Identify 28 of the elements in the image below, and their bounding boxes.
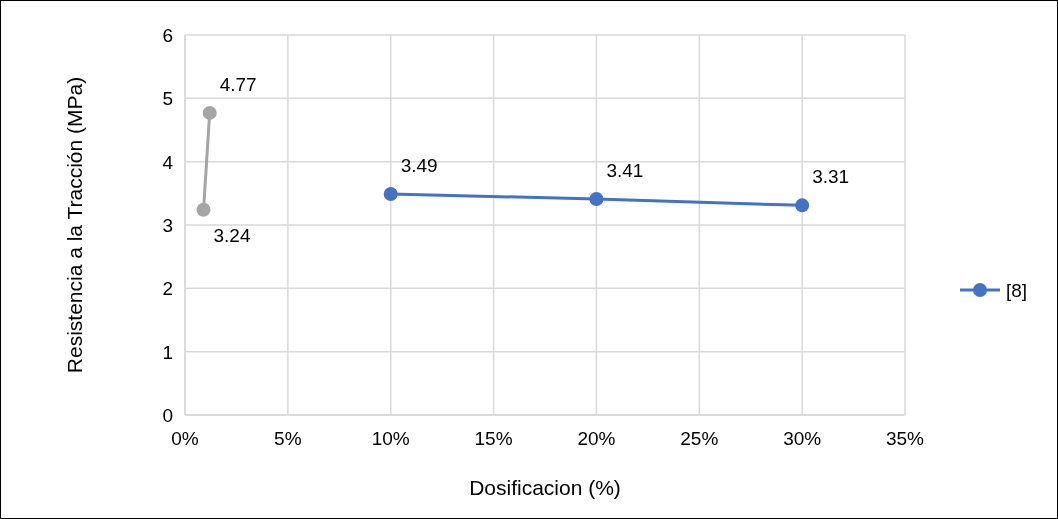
x-tick-label: 25%	[680, 428, 719, 449]
point	[383, 186, 398, 201]
x-tick-label: 0%	[171, 428, 199, 449]
x-tick-label: 10%	[371, 428, 410, 449]
y-tick-label: 4	[162, 151, 174, 173]
data-label: 3.31	[812, 166, 850, 188]
point	[196, 202, 211, 217]
y-tick-label: 0	[162, 405, 173, 426]
y-axis-title: Resistencia a la Tracción (MPa)	[63, 76, 86, 374]
point	[795, 198, 810, 213]
y-tick-label: 6	[162, 25, 173, 46]
y-tick-label: 2	[162, 278, 173, 300]
data-label: 3.41	[606, 160, 644, 182]
y-tick-label: 3	[162, 215, 173, 236]
legend-label: [8]	[1006, 280, 1028, 301]
x-tick-label: 5%	[274, 428, 302, 449]
y-tick-label: 1	[162, 341, 173, 363]
data-label: 4.77	[219, 73, 257, 95]
x-tick-label: 15%	[474, 428, 513, 449]
data-label: 3.24	[213, 224, 251, 246]
x-axis-title: Dosificacion (%)	[469, 476, 621, 499]
x-tick-label: 35%	[885, 428, 925, 449]
data-label: 3.49	[400, 154, 438, 176]
x-tick-label: 30%	[783, 428, 822, 449]
point	[589, 192, 604, 207]
y-tick-label: 5	[162, 88, 173, 110]
point	[202, 105, 217, 120]
x-tick-label: 20%	[577, 428, 616, 449]
